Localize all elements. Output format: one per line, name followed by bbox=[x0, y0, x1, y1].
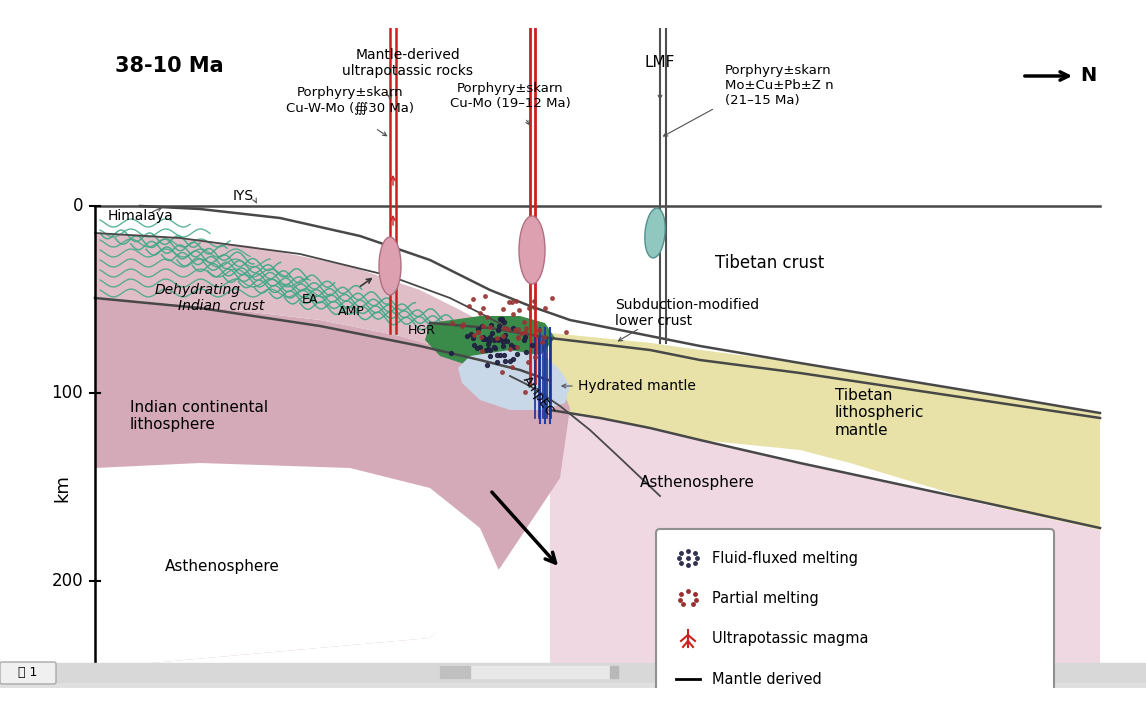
Polygon shape bbox=[95, 298, 570, 668]
Text: AMP: AMP bbox=[338, 306, 364, 319]
Text: Indian continental
lithosphere: Indian continental lithosphere bbox=[129, 400, 268, 432]
Text: Dehydrating: Dehydrating bbox=[155, 283, 241, 297]
Text: Mantle derived: Mantle derived bbox=[712, 672, 822, 687]
Text: Ultrapotassic magma: Ultrapotassic magma bbox=[712, 632, 869, 647]
Text: Porphyry±skarn
Mo±Cu±Pb±Z n
(21–15 Ma): Porphyry±skarn Mo±Cu±Pb±Z n (21–15 Ma) bbox=[725, 64, 833, 107]
Bar bbox=[610, 666, 618, 678]
Polygon shape bbox=[550, 413, 1100, 688]
Text: AmpEC: AmpEC bbox=[520, 374, 557, 418]
Polygon shape bbox=[458, 350, 570, 410]
Polygon shape bbox=[430, 28, 1100, 448]
Ellipse shape bbox=[379, 237, 401, 295]
Text: IYS: IYS bbox=[233, 189, 254, 203]
Text: Himalaya: Himalaya bbox=[108, 209, 174, 223]
Polygon shape bbox=[95, 463, 500, 668]
Text: km: km bbox=[53, 474, 71, 502]
FancyBboxPatch shape bbox=[656, 529, 1054, 707]
Bar bbox=[0, 683, 1146, 693]
Text: Partial melting: Partial melting bbox=[712, 591, 818, 606]
Polygon shape bbox=[550, 333, 1100, 530]
Bar bbox=[0, 663, 1146, 688]
Text: Asthenosphere: Asthenosphere bbox=[639, 475, 755, 490]
Text: HGR: HGR bbox=[408, 324, 435, 337]
Text: LMF: LMF bbox=[645, 56, 675, 70]
Text: Porphyry±skarn
Cu-W-Mo (∰30 Ma): Porphyry±skarn Cu-W-Mo (∰30 Ma) bbox=[286, 86, 414, 114]
Polygon shape bbox=[425, 316, 555, 366]
Text: EA: EA bbox=[303, 294, 319, 306]
Text: Fluid-fluxed melting: Fluid-fluxed melting bbox=[712, 551, 858, 566]
Text: 100: 100 bbox=[52, 384, 83, 402]
Text: Hydrated mantle: Hydrated mantle bbox=[578, 379, 696, 393]
Text: Asthenosphere: Asthenosphere bbox=[165, 558, 280, 574]
Text: 200: 200 bbox=[52, 572, 83, 590]
Text: 页 1: 页 1 bbox=[18, 667, 38, 679]
Text: 38-10 Ma: 38-10 Ma bbox=[115, 56, 223, 76]
Bar bbox=[440, 666, 610, 678]
Ellipse shape bbox=[519, 216, 545, 284]
Text: Tibetan
lithospheric
mantle: Tibetan lithospheric mantle bbox=[835, 388, 925, 438]
Text: Porphyry±skarn
Cu-Mo (19–12 Ma): Porphyry±skarn Cu-Mo (19–12 Ma) bbox=[449, 82, 571, 110]
Text: Subduction-modified
lower crust: Subduction-modified lower crust bbox=[615, 298, 759, 328]
FancyBboxPatch shape bbox=[0, 662, 56, 684]
Bar bbox=[440, 666, 470, 678]
Text: N: N bbox=[1080, 67, 1097, 85]
Text: 0: 0 bbox=[72, 197, 83, 215]
Text: Mantle-derived
ultrapotassic rocks: Mantle-derived ultrapotassic rocks bbox=[343, 48, 473, 78]
Polygon shape bbox=[95, 233, 540, 373]
Ellipse shape bbox=[645, 208, 665, 258]
Text: Indian  crust: Indian crust bbox=[178, 299, 265, 313]
Text: Tibetan crust: Tibetan crust bbox=[715, 254, 824, 272]
